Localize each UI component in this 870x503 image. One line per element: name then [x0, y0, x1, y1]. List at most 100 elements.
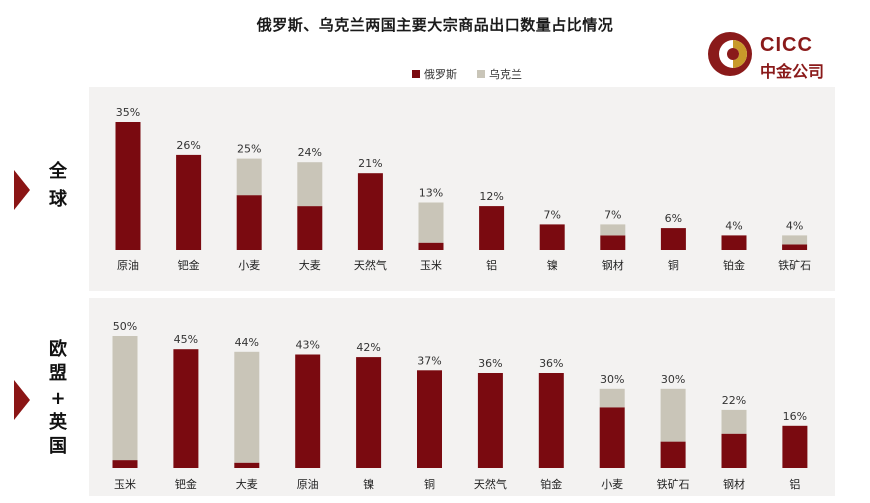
legend: 俄罗斯 乌克兰: [412, 66, 522, 82]
data-label: 50%: [113, 320, 137, 333]
category-label: 小麦: [238, 259, 260, 272]
bar-segment-ukraine: [660, 388, 686, 442]
panel-label-eu-uk: 欧 盟 + 英 国: [44, 338, 72, 459]
category-label: 原油: [117, 258, 139, 272]
category-label: 天然气: [354, 258, 387, 272]
category-label: 大麦: [299, 258, 321, 272]
bar-chart-global: 35% 原油 26% 钯金 25% 小麦 24% 大麦 21% 天然气 13% 玉米 12% 铝 7% 镍 7%…: [115, 106, 811, 272]
data-label: 22%: [722, 394, 746, 407]
bar-segment-russia: [297, 206, 323, 250]
category-label: 小麦: [601, 478, 623, 491]
legend-swatch-ukraine: [477, 70, 485, 78]
bar-segment-russia: [418, 242, 444, 250]
category-label: 钢材: [723, 477, 745, 491]
bar-segment-russia: [236, 195, 262, 250]
logo-text-cn: 中金公司: [760, 62, 825, 81]
bar-segment-russia: [660, 228, 686, 250]
arrow-marker-global: [14, 170, 30, 210]
bar-segment-russia: [234, 462, 260, 468]
data-label: 13%: [419, 187, 443, 200]
category-label: 铂金: [723, 258, 745, 272]
panel-label-global-line: 球: [49, 188, 67, 210]
bar-segment-russia: [357, 173, 383, 250]
category-label: 铜: [424, 477, 435, 491]
bar-segment-russia: [176, 154, 202, 250]
bar-segment-ukraine: [234, 351, 260, 463]
category-label: 铁矿石: [778, 259, 811, 272]
data-label: 42%: [356, 341, 380, 354]
bar-segment-russia: [782, 244, 808, 250]
panel-label-eu-uk-line: 国: [49, 436, 67, 458]
legend-label-ukraine: 乌克兰: [489, 68, 522, 81]
data-label: 35%: [116, 106, 140, 119]
chart-title: 俄罗斯、乌克兰两国主要大宗商品出口数量占比情况: [256, 16, 614, 34]
category-label: 铜: [668, 258, 679, 272]
bar-segment-russia: [112, 460, 138, 468]
category-label: 大麦: [236, 477, 258, 491]
logo-text-en: CICC: [760, 34, 813, 56]
category-label: 钯金: [178, 258, 200, 272]
data-label: 30%: [661, 373, 685, 386]
category-label: 铁矿石: [657, 478, 690, 491]
category-label: 钢材: [602, 258, 624, 272]
bar-segment-ukraine: [418, 202, 444, 243]
data-label: 7%: [604, 208, 621, 221]
category-label: 镍: [547, 258, 558, 272]
data-label: 36%: [539, 357, 563, 370]
panel-label-eu-uk-line: +: [50, 387, 66, 409]
data-label: 21%: [358, 157, 382, 170]
data-label: 37%: [417, 354, 441, 367]
bar-segment-ukraine: [297, 162, 323, 207]
bar-segment-russia: [417, 370, 442, 468]
panel-label-global-line: 全: [49, 161, 67, 182]
data-label: 24%: [298, 146, 322, 159]
data-label: 16%: [783, 410, 807, 423]
bar-segment-ukraine: [112, 336, 138, 461]
data-label: 36%: [478, 357, 502, 370]
bar-segment-russia: [115, 122, 141, 250]
bar-segment-russia: [600, 235, 626, 250]
bar-segment-russia: [599, 407, 625, 468]
data-label: 30%: [600, 373, 624, 386]
bar-segment-ukraine: [782, 235, 808, 245]
cicc-logo: CICC 中金公司: [706, 30, 846, 82]
panel-label-eu-uk-line: 英: [49, 411, 67, 433]
data-label: 45%: [174, 333, 198, 346]
category-label: 玉米: [114, 478, 136, 491]
data-label: 12%: [479, 190, 503, 203]
category-label: 铝: [486, 258, 497, 272]
category-label: 原油: [297, 477, 319, 491]
bar-segment-russia: [539, 224, 565, 250]
category-label: 天然气: [474, 477, 507, 491]
data-label: 44%: [235, 336, 259, 349]
legend-label-russia: 俄罗斯: [424, 68, 457, 81]
bar-segment-russia: [477, 373, 503, 468]
category-label: 铝: [789, 477, 800, 491]
legend-swatch-russia: [412, 70, 420, 78]
cicc-logo-icon: [708, 32, 752, 76]
arrow-marker-eu-uk: [14, 380, 30, 420]
panel-label-global: 全 球: [44, 158, 72, 214]
bar-segment-russia: [295, 354, 321, 468]
data-label: 43%: [295, 339, 319, 352]
bar-segment-russia: [721, 235, 747, 250]
data-label: 25%: [237, 143, 261, 156]
bar-segment-ukraine: [599, 388, 625, 408]
category-label: 钯金: [175, 477, 197, 491]
bar-segment-russia: [721, 433, 747, 468]
bar-segment-russia: [356, 357, 382, 468]
bar-segment-ukraine: [721, 409, 747, 434]
bar-segment-russia: [479, 206, 505, 250]
legend-item-russia: 俄罗斯: [412, 66, 457, 82]
data-label: 7%: [543, 208, 560, 221]
category-label: 镍: [363, 477, 374, 491]
bar-segment-russia: [782, 425, 808, 468]
bar-segment-russia: [660, 441, 686, 468]
bar-segment-ukraine: [236, 158, 262, 196]
bar-segment-russia: [538, 373, 564, 468]
chart-panel-eu-uk: 50% 玉米 45% 钯金 44% 大麦 43% 原油 42% 镍 37% 铜 36% 天然气 36% 铂金 3…: [89, 298, 835, 496]
data-label: 26%: [176, 139, 200, 152]
chart-panel-global: 35% 原油 26% 钯金 25% 小麦 24% 大麦 21% 天然气 13% 玉米 12% 铝 7% 镍 7%…: [89, 87, 835, 291]
category-label: 铂金: [540, 477, 562, 491]
panel-label-eu-uk-line: 盟: [49, 363, 67, 385]
